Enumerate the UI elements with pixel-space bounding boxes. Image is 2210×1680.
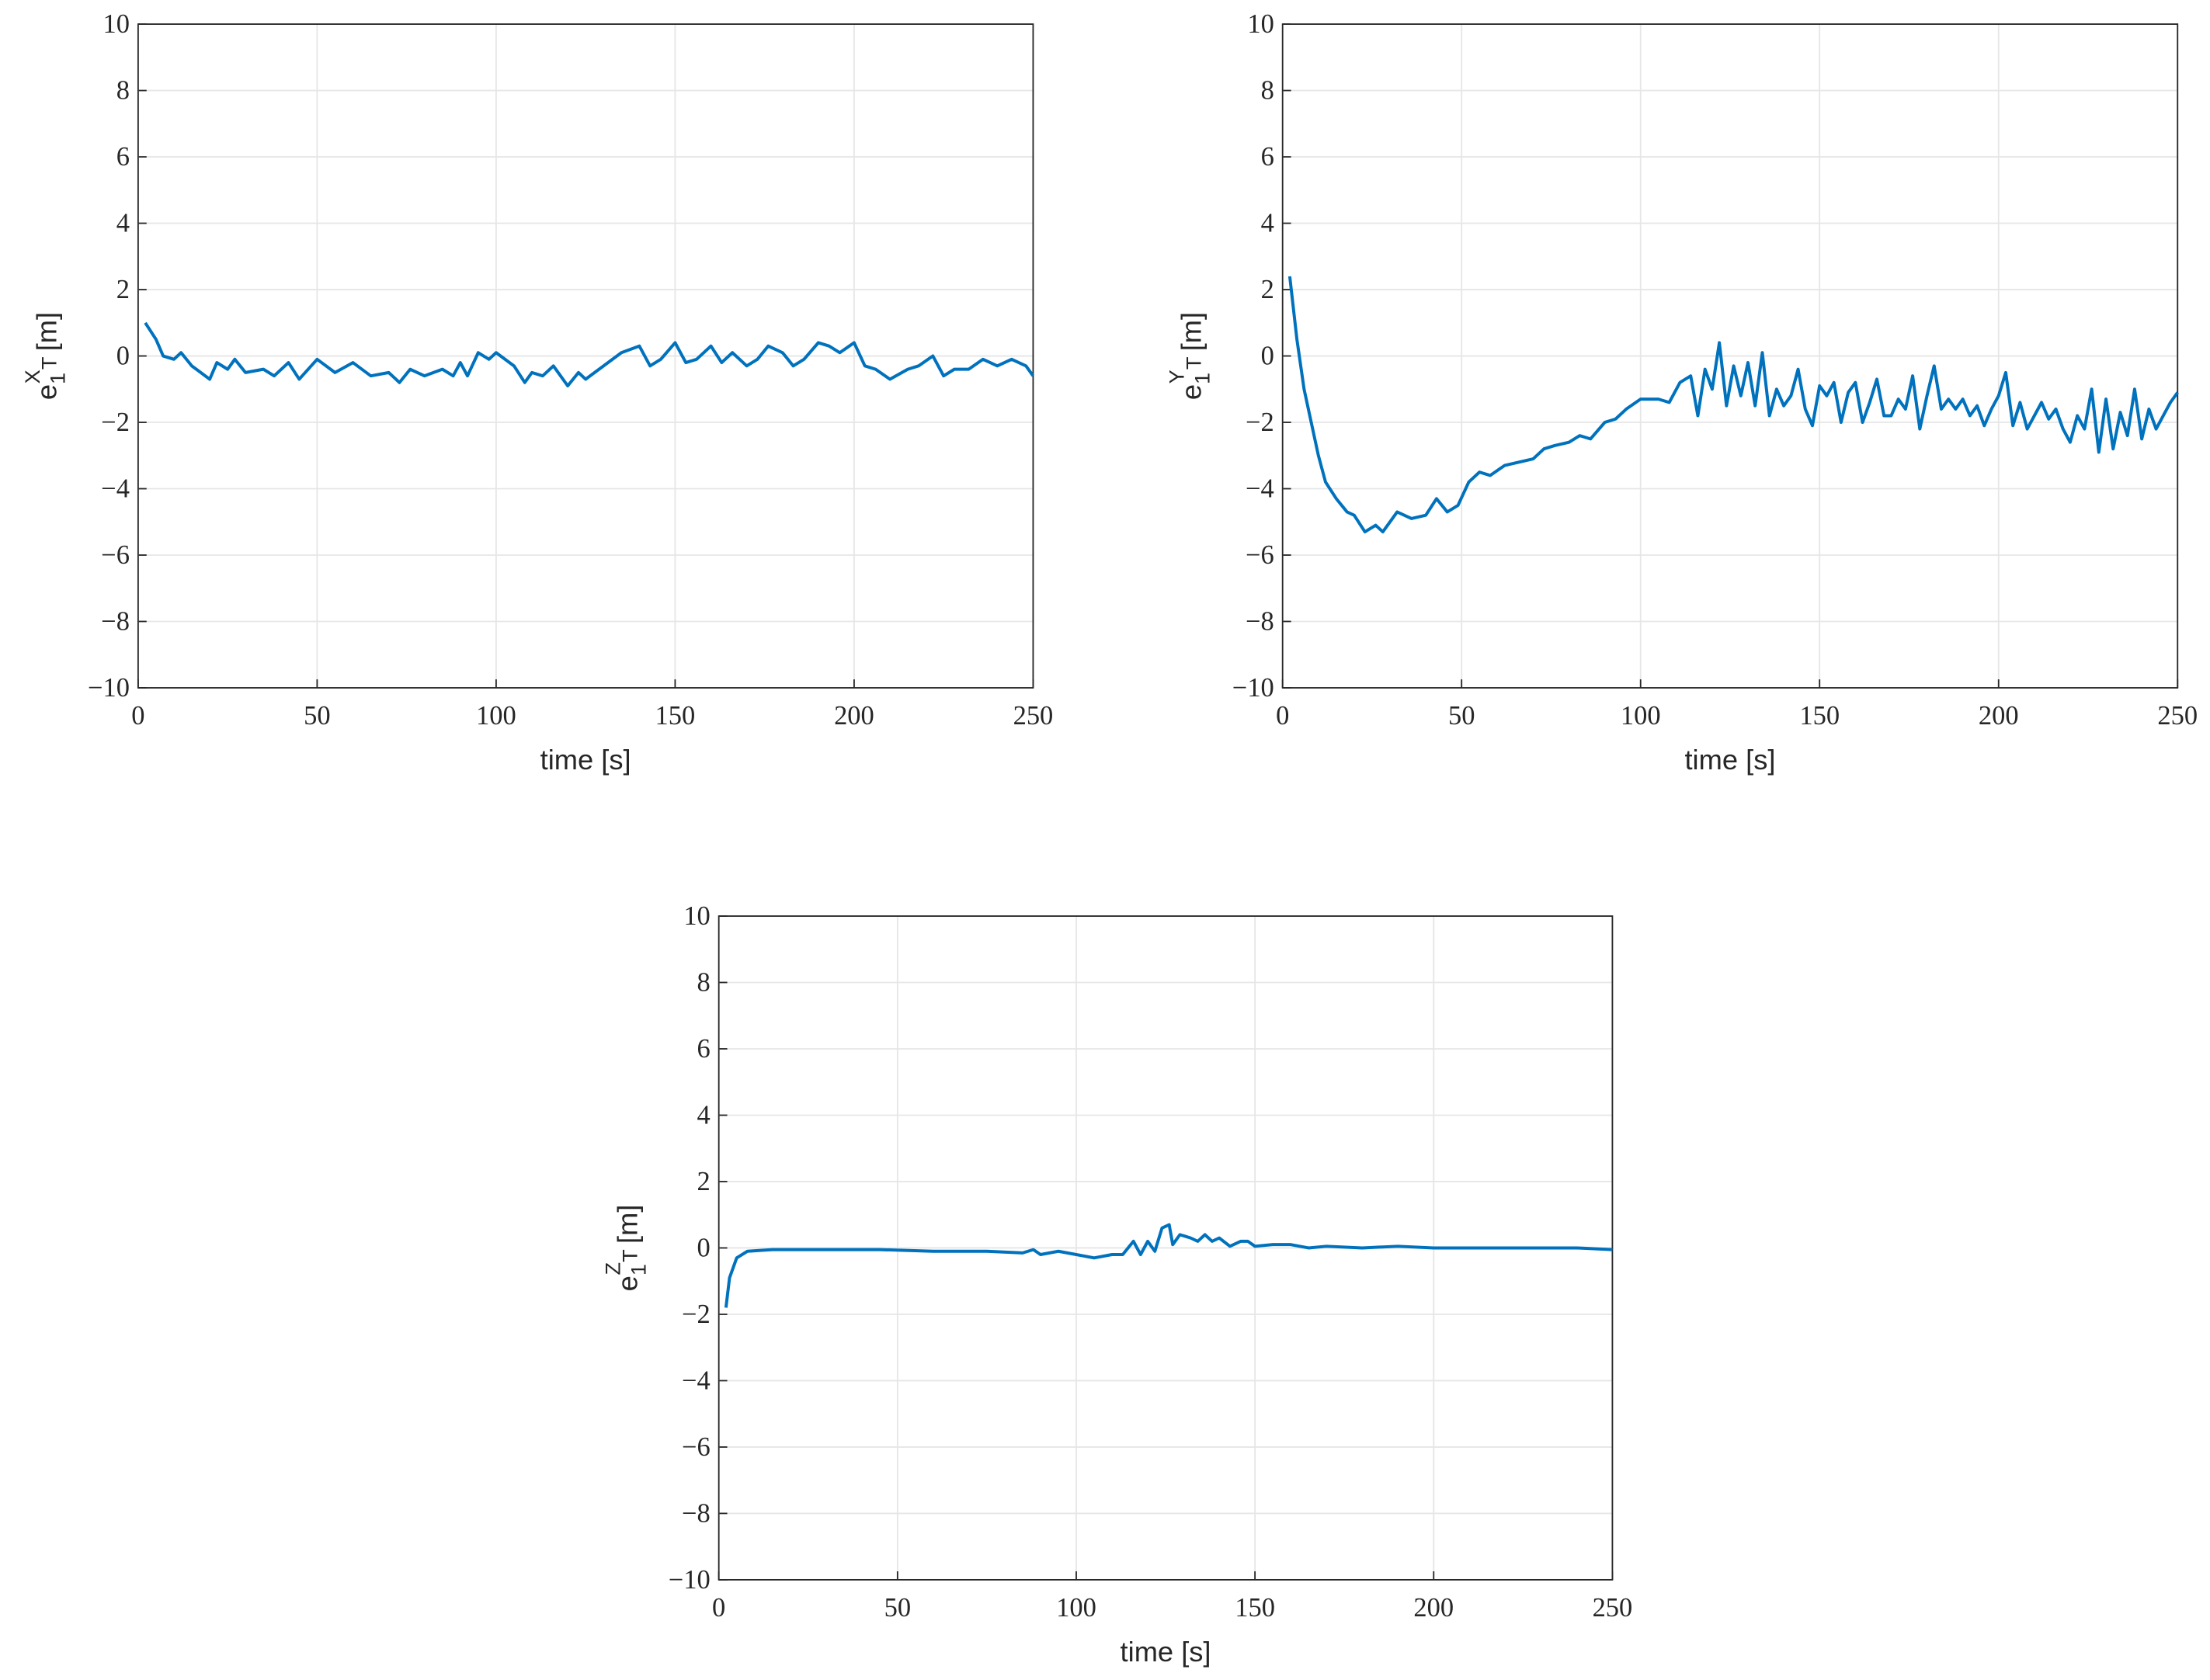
y-tick-label: 10 [683, 901, 710, 931]
y-tick-label: 8 [697, 967, 711, 997]
y-label-base: e [1175, 384, 1207, 400]
axes-box [718, 915, 1614, 1581]
y-tick-label: −10 [669, 1565, 711, 1595]
x-axis-label: time [s] [1684, 744, 1775, 776]
x-tick-label: 150 [655, 701, 696, 731]
x-tick-label: 50 [304, 701, 330, 731]
data-line [144, 321, 1035, 388]
x-tick-label: 250 [2157, 701, 2198, 731]
y-tick-label: −2 [101, 408, 130, 437]
y-tick-label: −2 [1246, 408, 1274, 437]
y-tick-label: −6 [682, 1432, 711, 1462]
y-tick-label: 0 [1261, 341, 1274, 370]
y-tick-label: −8 [1246, 606, 1274, 636]
x-tick-label: 100 [1056, 1593, 1096, 1623]
y-tick-label: 2 [1261, 275, 1274, 304]
y-tick-label: −10 [88, 673, 130, 703]
y-tick-label: 4 [1261, 208, 1274, 238]
y-tick-label: 4 [116, 208, 130, 238]
y-tick-label: 2 [697, 1167, 711, 1196]
x-tick-label: 200 [1413, 1593, 1454, 1623]
y-tick-label: −10 [1232, 673, 1274, 703]
axes-box [137, 23, 1034, 689]
y-tick-label: −4 [101, 474, 130, 503]
x-tick-label: 100 [1621, 701, 1661, 731]
y-tick-label: 2 [116, 275, 130, 304]
y-tick-label: −2 [682, 1300, 711, 1329]
x-tick-label: 0 [712, 1593, 725, 1623]
y-tick-label: 10 [1247, 9, 1274, 39]
x-tick-label: 250 [1013, 701, 1054, 731]
x-tick-label: 150 [1799, 701, 1840, 731]
y-axis-label: e1YT [m] [1165, 312, 1214, 400]
y-axis-label: e1XT [m] [20, 312, 70, 400]
x-axis-label: time [s] [540, 744, 631, 776]
y-tick-label: −8 [101, 606, 130, 636]
y-tick-label: 8 [116, 75, 130, 105]
y-tick-label: 8 [1261, 75, 1274, 105]
y-tick-label: 10 [103, 9, 130, 39]
y-label-base: e [611, 1276, 643, 1291]
y-axis-label: e1ZT [m] [601, 1205, 651, 1292]
y-tick-label: 6 [1261, 142, 1274, 172]
y-tick-label: −6 [1246, 540, 1274, 570]
y-label-tsub: T [37, 357, 61, 370]
y-tick-label: 0 [116, 341, 130, 370]
y-label-sub: 1 [1190, 373, 1214, 384]
y-tick-label: −4 [1246, 474, 1274, 503]
x-tick-label: 0 [1276, 701, 1289, 731]
y-label-sub: 1 [626, 1264, 650, 1276]
x-tick-label: 50 [1448, 701, 1475, 731]
y-label-tsub: T [617, 1249, 641, 1262]
axes-box [1281, 23, 2179, 689]
y-tick-label: 6 [116, 142, 130, 172]
x-axis-label: time [s] [1121, 1636, 1211, 1668]
y-label-base: e [31, 384, 63, 400]
y-tick-label: −6 [101, 540, 130, 570]
data-line [1287, 276, 2179, 534]
y-label-sup: Z [601, 1262, 625, 1276]
y-tick-label: 0 [697, 1233, 711, 1262]
y-tick-label: 4 [697, 1100, 711, 1130]
x-tick-label: 200 [834, 701, 874, 731]
x-tick-label: 200 [1979, 701, 2019, 731]
data-line [724, 1223, 1613, 1308]
y-tick-label: −4 [682, 1366, 711, 1395]
y-tick-label: 6 [697, 1034, 711, 1064]
y-label-sub: 1 [45, 373, 69, 384]
x-tick-label: 0 [131, 701, 144, 731]
x-tick-label: 150 [1235, 1593, 1275, 1623]
y-label-unit: [m] [1175, 312, 1207, 351]
y-label-unit: [m] [31, 312, 63, 351]
y-label-sup: Y [1165, 370, 1189, 384]
x-tick-label: 100 [476, 701, 516, 731]
y-label-sup: X [20, 370, 44, 384]
x-tick-label: 50 [884, 1593, 911, 1623]
y-label-tsub: T [1181, 357, 1205, 370]
y-tick-label: −8 [682, 1498, 711, 1528]
x-tick-label: 250 [1593, 1593, 1633, 1623]
y-label-unit: [m] [611, 1205, 643, 1244]
